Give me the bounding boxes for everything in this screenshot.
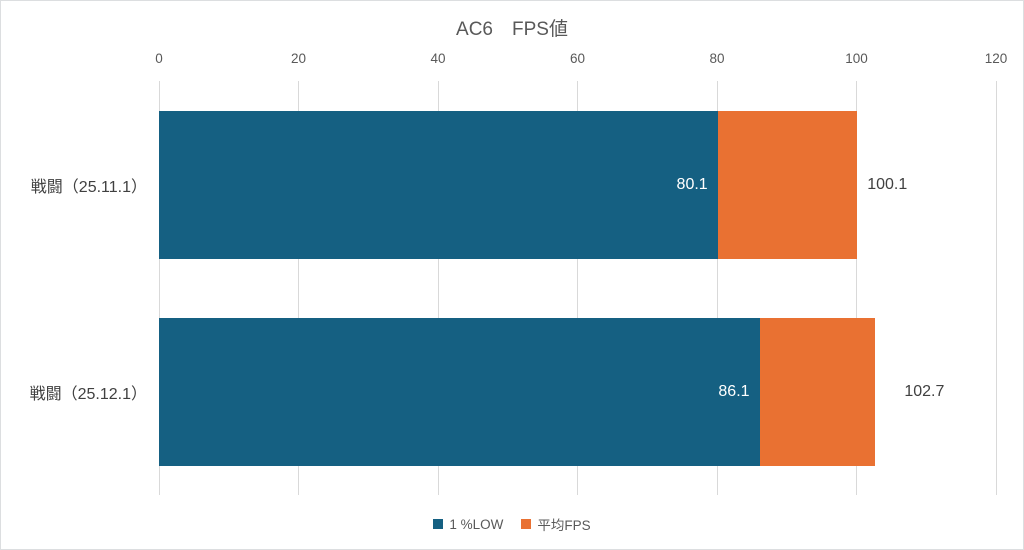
legend-marker-icon	[521, 519, 532, 529]
legend: 1 %LOW 平均FPS	[1, 512, 1023, 536]
x-axis-tick-label: 120	[984, 51, 1008, 66]
data-label-average-fps: 100.1	[867, 175, 908, 193]
data-label-average-fps: 102.7	[904, 382, 945, 400]
data-label-1percent-low: 86.1	[718, 382, 750, 400]
x-axis-tick-label: 0	[155, 51, 163, 66]
legend-label: 1 %LOW	[449, 516, 504, 532]
category-label: 戦闘（25.12.1）	[29, 385, 147, 403]
chart-title: AC6 FPS値	[456, 19, 568, 40]
gridline	[158, 81, 160, 495]
data-label-1percent-low: 80.1	[676, 175, 708, 193]
legend-item: 平均FPS	[521, 514, 591, 534]
gridline	[298, 81, 299, 495]
legend-item: 1 %LOW	[433, 517, 503, 532]
x-axis-tick-label: 20	[290, 51, 307, 66]
gridline	[716, 81, 718, 495]
gridline	[856, 81, 857, 495]
legend-label: 平均FPS	[537, 518, 591, 533]
gridline	[995, 81, 997, 495]
gridline	[437, 81, 439, 495]
bar-1percent-low	[159, 317, 760, 466]
bar-1percent-low	[159, 110, 718, 259]
x-axis-tick-label: 100	[845, 51, 868, 66]
x-axis-tick-label: 40	[430, 51, 446, 66]
x-axis-tick-label: 60	[569, 51, 586, 66]
category-label: 戦闘（25.11.1）	[30, 178, 147, 196]
legend-marker-icon	[433, 519, 444, 529]
gridline	[577, 81, 578, 495]
x-axis-tick-label: 80	[709, 51, 725, 66]
